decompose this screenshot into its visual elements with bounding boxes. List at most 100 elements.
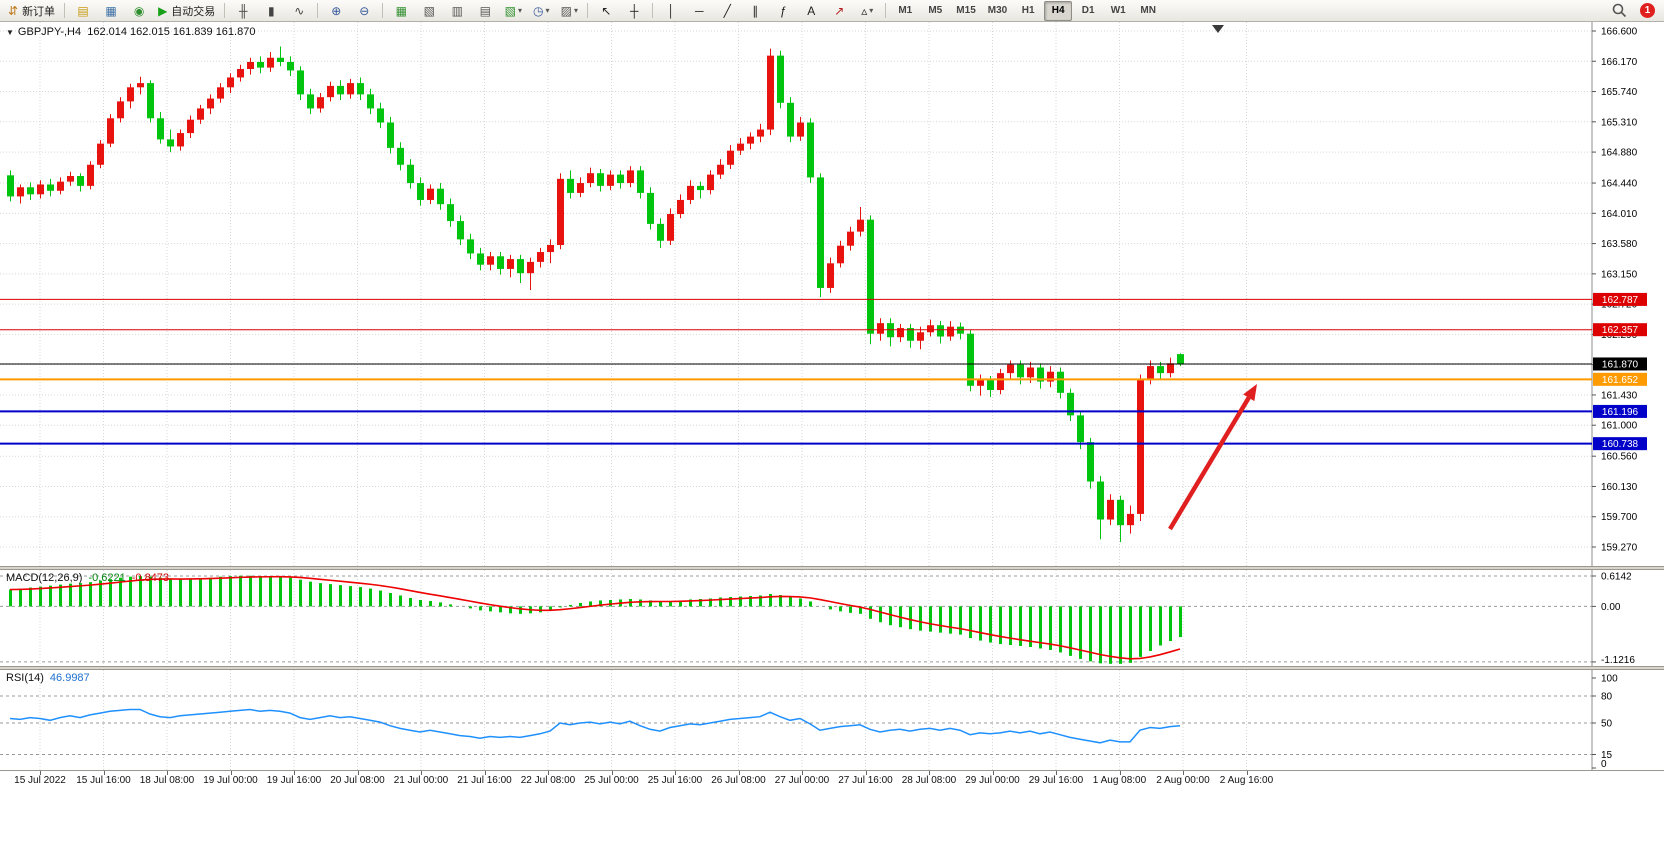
horizontal-lines-layer[interactable]: 162.787 162.357 161.870 161.652 161.196 160.7… — [0, 292, 1647, 451]
time-tick — [1246, 771, 1248, 775]
price-badge — [1593, 357, 1647, 371]
arrow-object-icon: ↗ — [834, 3, 845, 18]
rsi-canvas[interactable]: 100 80 50 150 — [0, 670, 1664, 770]
time-axis-label: 22 Jul 08:00 — [520, 775, 576, 786]
shapes-icon: ▵ — [861, 3, 868, 18]
shapes-icon-caret: ▾ — [869, 6, 874, 15]
timeframe-m1-button[interactable]: M1 — [891, 1, 919, 21]
timeframe-m30-button-label: M30 — [987, 5, 1008, 16]
shapes-button[interactable]: ▵ ▾ — [854, 1, 880, 21]
candles-layer[interactable] — [7, 46, 1184, 543]
text-label-icon: A — [807, 3, 816, 18]
price-badge-label: 162.787 — [1602, 295, 1639, 306]
time-tick — [294, 771, 295, 775]
price-badge-label: 162.357 — [1602, 325, 1639, 336]
chart-dropdown-icon[interactable]: ▼ — [6, 28, 14, 37]
bar-chart-button[interactable]: ╫ — [230, 1, 256, 21]
timeframe-h4-button[interactable]: H4 — [1044, 0, 1073, 21]
tile-windows-icon: ▦ — [395, 3, 407, 18]
time-axis[interactable]: 15 Jul 2022 15 Jul 16:00 18 Jul 08:00 19 Ju… — [0, 770, 1664, 791]
zoom-in-icon: ⊕ — [331, 3, 342, 18]
chart-title: ▼ GBPJPY-,H4 162.014 162.015 161.839 161.… — [6, 26, 255, 38]
time-axis-label: 2 Aug 16:00 — [1219, 775, 1274, 786]
data-window-button[interactable]: ▦ — [98, 1, 124, 21]
tile-windows-button[interactable]: ▦ — [388, 1, 414, 21]
channel-button[interactable]: ∥ — [742, 1, 768, 21]
text-button[interactable]: A — [798, 1, 824, 21]
vertical-line-button[interactable]: │ — [658, 1, 684, 21]
data-window-icon: ▦ — [105, 3, 117, 18]
price-badge-label: 161.652 — [1602, 375, 1639, 386]
timeframe-h1-button[interactable]: H1 — [1014, 1, 1042, 21]
price-tick-label: 161.000 — [1601, 421, 1638, 432]
timeframe-m5-button[interactable]: M5 — [921, 1, 949, 21]
toolbar-separator — [382, 3, 384, 18]
timeframe-m30-button[interactable]: M30 — [983, 1, 1012, 21]
price-tick-label: 161.430 — [1601, 390, 1638, 401]
crosshair-button[interactable]: ┼ — [621, 1, 647, 21]
tile-horizontal-button[interactable]: ▥ — [444, 1, 470, 21]
search-icon — [1612, 3, 1626, 18]
timeframe-d1-button[interactable]: D1 — [1074, 1, 1102, 21]
new-order-button[interactable]: ⇵ 新订单 — [4, 1, 59, 21]
time-tick — [992, 771, 994, 775]
profiles-button[interactable]: ◷ ▾ — [528, 1, 554, 21]
toolbar-separator — [587, 3, 589, 18]
timeframe-w1-button[interactable]: W1 — [1104, 1, 1132, 21]
search-button[interactable] — [1606, 1, 1632, 21]
zoom-out-button[interactable]: ⊖ — [351, 1, 377, 21]
trendline-button[interactable]: ╱ — [714, 1, 740, 21]
toolbar: ⇵ 新订单 ▤ ▦ ◉ ▶ 自动交易 ╫ ▮ ∿ ⊕ ⊖ ▦ ▧ ▥ ▤ ▧ ▾ ◷ ▾ ▨ ▾ ↖ ┼ │ ─ ╱ ∥ ƒ A ↗ ▵ ▾ M1… — [0, 0, 1664, 22]
main-chart-canvas[interactable]: 166.600 166.170 165.740 165.310 164.880 164.4… — [0, 22, 1664, 566]
time-axis-label: 21 Jul 00:00 — [393, 775, 449, 786]
macd-canvas[interactable]: 0.6142 0.00 -1.1216 — [0, 570, 1664, 666]
price-tick-label: 159.270 — [1601, 543, 1638, 554]
panel-splitter[interactable] — [0, 566, 1664, 570]
timeframe-m15-button[interactable]: M15 — [951, 1, 980, 21]
time-axis-label: 25 Jul 00:00 — [584, 775, 639, 786]
toolbar-separator — [224, 3, 226, 18]
cursor-button[interactable]: ↖ — [593, 1, 619, 21]
new-order-icon: ⇵ — [8, 3, 19, 18]
macd-signal-value: -0.8473 — [131, 572, 170, 584]
market-watch-button[interactable]: ▤ — [70, 1, 96, 21]
macd-axis[interactable]: 0.6142 0.00 -1.1216 — [1591, 570, 1664, 666]
rsi-panel: 100 80 50 15 0 RSI(14) 46.9987 — [0, 670, 1664, 770]
fibonacci-button[interactable]: ƒ — [770, 1, 796, 21]
price-badge-label: 161.196 — [1602, 407, 1639, 418]
cursor-arrow-icon: ↖ — [601, 3, 612, 18]
time-tick — [611, 771, 613, 775]
help-button[interactable]: ◉ — [126, 1, 152, 21]
arrows-button[interactable]: ↗ — [826, 1, 852, 21]
horizontal-line-button[interactable]: ─ — [686, 1, 712, 21]
macd-histogram — [9, 575, 1182, 664]
cascade-windows-button[interactable]: ▧ — [416, 1, 442, 21]
timeframe-mn-button[interactable]: MN — [1134, 1, 1162, 21]
red-arrow-annotation[interactable] — [1168, 384, 1257, 531]
main-chart-panel: 166.600 166.170 165.740 165.310 164.880 164.4… — [0, 22, 1664, 566]
time-axis-label: 20 Jul 08:00 — [330, 775, 385, 786]
time-tick — [738, 771, 740, 775]
zoom-in-button[interactable]: ⊕ — [323, 1, 349, 21]
chart-shift-marker-icon[interactable] — [1212, 25, 1224, 33]
candlestick-icon: ▮ — [267, 3, 275, 18]
new-chart-button[interactable]: ▧ ▾ — [500, 1, 526, 21]
fibonacci-icon: ƒ — [779, 3, 787, 18]
rsi-axis[interactable]: 100 80 50 150 — [1591, 670, 1664, 770]
candlestick-chart-button[interactable]: ▮ — [258, 1, 284, 21]
macd-grid — [0, 570, 1592, 666]
vertical-line-icon: │ — [667, 3, 676, 18]
line-chart-button[interactable]: ∿ — [286, 1, 312, 21]
autotrading-button[interactable]: ▶ 自动交易 — [154, 1, 219, 21]
time-tick — [357, 771, 359, 775]
panel-splitter[interactable] — [0, 666, 1664, 670]
tile-vertical-button[interactable]: ▤ — [472, 1, 498, 21]
rsi-value: 46.9987 — [49, 672, 90, 684]
templates-button[interactable]: ▨ ▾ — [556, 1, 582, 21]
time-tick — [230, 771, 232, 775]
notification-badge[interactable]: 1 — [1640, 3, 1655, 18]
time-axis-label: 29 Jul 00:00 — [965, 775, 1020, 786]
tile-vertical-icon: ▤ — [479, 3, 491, 18]
price-tick-label: 165.310 — [1601, 117, 1638, 128]
timeframe-m1-button-label: M1 — [898, 5, 913, 16]
